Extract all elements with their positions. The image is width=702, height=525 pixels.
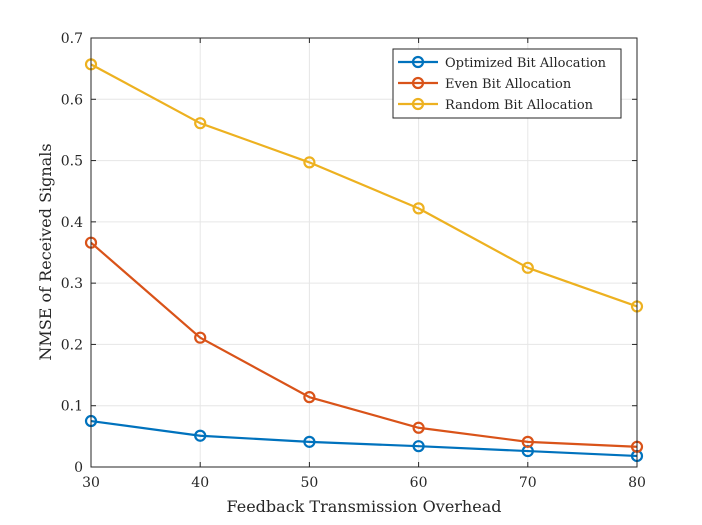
series-line [90, 63, 638, 308]
x-axis-label: Feedback Transmission Overhead [227, 497, 502, 516]
x-tick-label: 80 [628, 475, 646, 491]
legend-marker [411, 97, 425, 111]
data-point [194, 331, 207, 344]
x-tick-label: 30 [82, 475, 100, 491]
plot-frame [90, 37, 638, 468]
series-2 [84, 58, 644, 313]
x-tick-label: 40 [191, 475, 209, 491]
series-line [90, 419, 638, 458]
y-tick-label: 0.3 [61, 276, 83, 292]
data-point [521, 435, 534, 448]
legend-label: Random Bit Allocation [445, 98, 594, 113]
y-tick-label: 0.1 [61, 399, 83, 415]
series-0 [84, 414, 644, 463]
y-tick-label: 0.5 [61, 154, 83, 170]
y-tick-label: 0.6 [61, 92, 83, 108]
data-point [303, 435, 316, 448]
data-point [412, 202, 425, 215]
data-point [412, 421, 425, 434]
axis-ticks: 30 40 50 60 70 80 0 0.1 0.2 0.3 0.4 0.5 0.6 0.7 [61, 31, 646, 491]
y-axis-label: NMSE of Received Signals [36, 143, 55, 360]
data-point [194, 429, 207, 442]
x-tick-label: 50 [300, 475, 318, 491]
y-tick-label: 0.4 [61, 215, 83, 231]
legend-marker [411, 55, 425, 69]
y-tick-label: 0.2 [61, 337, 83, 353]
series-line [90, 241, 638, 448]
legend-label: Optimized Bit Allocation [445, 56, 607, 71]
y-tick-label: 0 [74, 460, 83, 476]
series-layer [84, 58, 644, 463]
data-point [412, 440, 425, 453]
y-tick-label: 0.7 [61, 31, 83, 47]
data-point [194, 117, 207, 130]
data-point [303, 156, 316, 169]
legend: Optimized Bit Allocation Even Bit Allocat… [392, 48, 622, 119]
data-point [303, 391, 316, 404]
legend-marker [411, 76, 425, 90]
x-tick-label: 70 [519, 475, 537, 491]
legend-label: Even Bit Allocation [445, 77, 572, 92]
x-tick-label: 60 [410, 475, 428, 491]
data-point [521, 261, 534, 274]
